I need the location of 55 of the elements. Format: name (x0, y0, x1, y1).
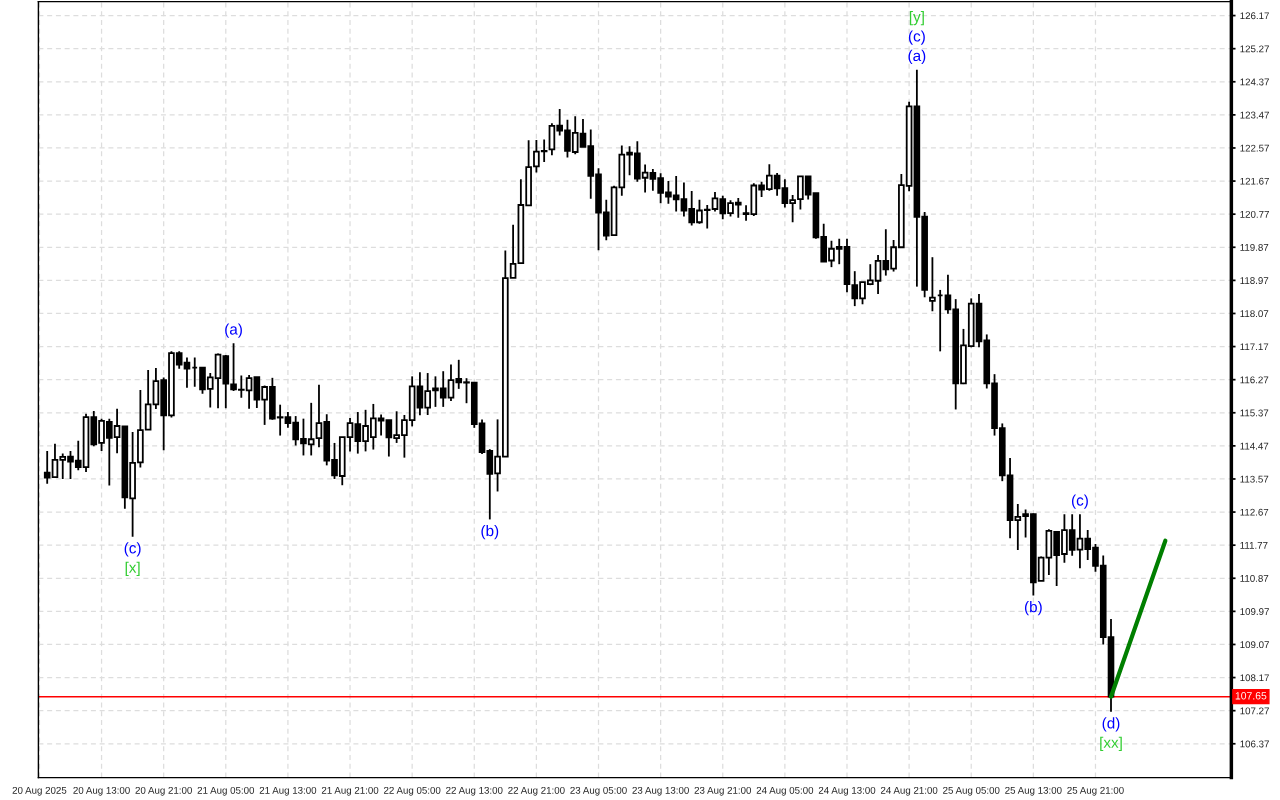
x-tick-label: 22 Aug 05:00 (383, 786, 441, 796)
x-tick-label: 23 Aug 21:00 (694, 786, 752, 796)
y-tick-label: 122.57 (1240, 144, 1269, 152)
x-tick-label: 20 Aug 2025 (12, 786, 67, 796)
y-tick-label: 108.17 (1240, 674, 1269, 682)
x-tick-label: 22 Aug 13:00 (446, 786, 503, 796)
x-tick-label: 21 Aug 05:00 (197, 786, 255, 796)
y-tick-label: 119.87 (1240, 244, 1269, 251)
annotation: (a) (225, 323, 242, 338)
y-tick-label: 118.07 (1240, 310, 1269, 318)
y-tick-label: 117.17 (1240, 343, 1269, 351)
annotation: [x] (125, 561, 140, 576)
candlestick (742, 204, 750, 222)
annotation: (c) (908, 30, 925, 45)
y-tick-label: 118.97 (1240, 277, 1269, 284)
y-tick-label: 109.07 (1240, 641, 1269, 649)
x-tick-label: 20 Aug 13:00 (73, 786, 130, 796)
y-tick-label: 107.27 (1240, 707, 1269, 715)
y-tick-label: 115.37 (1240, 409, 1269, 417)
x-tick-label: 24 Aug 13:00 (818, 786, 876, 796)
y-tick-label: 113.57 (1240, 475, 1269, 483)
y-tick-label: 123.47 (1240, 111, 1269, 119)
x-tick-label: 25 Aug 13:00 (1005, 786, 1062, 796)
annotation: [xx] (1100, 736, 1122, 752)
y-tick-label: 114.47 (1240, 442, 1269, 450)
candlestick (929, 256, 936, 313)
x-tick-label: 21 Aug 13:00 (259, 786, 317, 796)
y-tick-label: 125.27 (1240, 45, 1269, 53)
x-tick-label: 24 Aug 05:00 (756, 786, 814, 796)
annotation: (c) (124, 542, 141, 557)
y-tick-label: 112.67 (1240, 508, 1269, 516)
y-tick-label: 110.87 (1240, 575, 1269, 582)
y-tick-label: 116.27 (1240, 376, 1269, 384)
x-tick-label: 21 Aug 21:00 (321, 786, 379, 796)
annotation: (b) (1024, 601, 1042, 616)
annotation: [y] (909, 10, 924, 26)
annotation: (c) (1071, 494, 1088, 509)
annotation: (b) (481, 524, 499, 540)
x-tick-label: 24 Aug 21:00 (880, 786, 938, 796)
y-tick-label: 126.17 (1240, 12, 1269, 20)
y-tick-label: 111.77 (1240, 542, 1268, 549)
annotation: (d) (1102, 717, 1120, 732)
x-tick-label: 25 Aug 05:00 (943, 786, 1000, 796)
y-tick-label: 124.37 (1240, 78, 1269, 86)
x-tick-label: 20 Aug 21:00 (135, 786, 192, 796)
y-tick-label: 121.67 (1240, 177, 1269, 185)
y-tick-label: 120.77 (1240, 210, 1269, 218)
x-tick-label: 22 Aug 21:00 (508, 786, 565, 796)
annotation: (a) (908, 49, 926, 65)
y-tick-label: 109.97 (1240, 608, 1269, 615)
x-tick-label: 23 Aug 05:00 (570, 786, 627, 796)
ref-line-label: 107.65 (1235, 692, 1267, 700)
x-tick-label: 25 Aug 21:00 (1067, 786, 1124, 796)
x-tick-label: 23 Aug 13:00 (632, 786, 689, 796)
y-tick-label: 106.37 (1240, 740, 1269, 748)
